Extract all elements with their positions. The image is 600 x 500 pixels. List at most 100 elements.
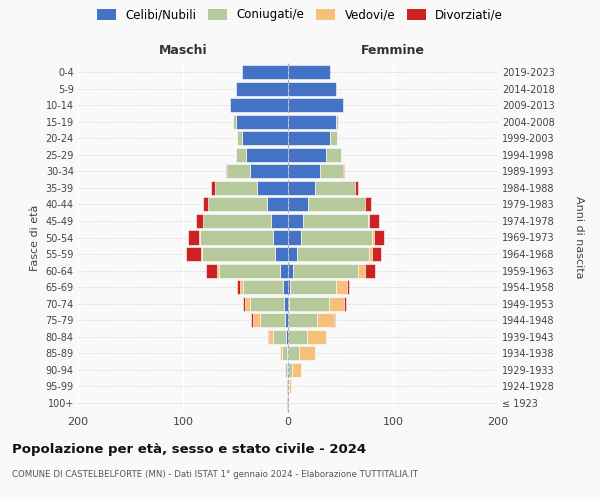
Bar [288,115,337,129]
Bar [326,148,341,162]
Bar [369,247,372,261]
Bar [240,280,243,294]
Bar [293,264,358,278]
Bar [215,181,257,195]
Bar [206,264,217,278]
Bar [369,214,379,228]
Bar [282,346,287,360]
Bar [268,330,269,344]
Text: Maschi: Maschi [158,44,208,58]
Legend: Celibi/Nubili, Coniugati/e, Vedovi/e, Divorziati/e: Celibi/Nubili, Coniugati/e, Vedovi/e, Di… [95,6,505,24]
Bar [269,330,274,344]
Bar [285,313,288,327]
Text: Popolazione per età, sesso e stato civile - 2024: Popolazione per età, sesso e stato civil… [12,442,366,456]
Bar [201,247,202,261]
Bar [372,247,382,261]
Bar [368,214,369,228]
Bar [288,313,317,327]
Bar [301,230,372,244]
Bar [284,296,288,310]
Bar [365,198,371,211]
Bar [208,198,267,211]
Text: Femmine: Femmine [361,44,425,58]
Bar [299,346,316,360]
Bar [253,313,260,327]
Bar [287,362,288,376]
Text: COMUNE DI CASTELBELFORTE (MN) - Dati ISTAT 1° gennaio 2024 - Elaborazione TUTTIT: COMUNE DI CASTELBELFORTE (MN) - Dati IST… [12,470,418,479]
Bar [307,330,326,344]
Bar [287,396,288,409]
Bar [243,296,245,310]
Bar [303,214,368,228]
Bar [236,280,240,294]
Bar [337,115,338,129]
Bar [287,346,288,360]
Bar [245,296,250,310]
Bar [275,247,288,261]
Bar [251,313,253,327]
Bar [337,280,347,294]
Bar [203,198,208,211]
Bar [211,181,215,195]
Bar [289,379,291,393]
Bar [227,164,250,178]
Bar [246,148,288,162]
Bar [188,230,199,244]
Bar [329,296,344,310]
Bar [235,148,246,162]
Bar [250,164,288,178]
Bar [236,132,242,145]
Bar [288,198,308,211]
Bar [288,148,326,162]
Bar [217,264,218,278]
Bar [288,66,330,80]
Bar [235,115,288,129]
Bar [186,247,201,261]
Bar [199,230,200,244]
Bar [316,181,355,195]
Y-axis label: Anni di nascita: Anni di nascita [574,196,584,278]
Bar [344,296,346,310]
Bar [288,296,289,310]
Bar [330,132,337,145]
Bar [298,247,369,261]
Bar [286,330,288,344]
Bar [289,296,329,310]
Bar [243,280,283,294]
Bar [288,346,299,360]
Bar [233,115,235,129]
Bar [242,132,288,145]
Bar [355,181,358,195]
Bar [202,247,275,261]
Bar [374,230,383,244]
Bar [283,280,288,294]
Bar [347,280,349,294]
Bar [334,313,335,327]
Bar [250,296,284,310]
Bar [358,264,365,278]
Bar [317,313,334,327]
Bar [273,330,286,344]
Bar [267,198,288,211]
Bar [365,264,375,278]
Bar [196,214,203,228]
Bar [280,346,282,360]
Bar [288,362,292,376]
Bar [257,181,288,195]
Bar [235,82,288,96]
Bar [288,264,293,278]
Bar [288,330,307,344]
Bar [203,214,271,228]
Bar [288,280,290,294]
Bar [288,214,303,228]
Bar [288,247,298,261]
Bar [288,82,337,96]
Bar [343,164,344,178]
Bar [290,280,337,294]
Bar [287,379,288,393]
Bar [320,164,343,178]
Bar [288,379,289,393]
Bar [260,313,285,327]
Bar [288,132,330,145]
Bar [242,66,288,80]
